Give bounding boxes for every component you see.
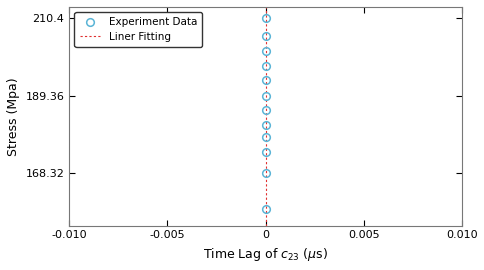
- Experiment Data: [262, 108, 268, 112]
- Liner Fitting: [262, 183, 268, 187]
- Experiment Data: [262, 35, 268, 38]
- Experiment Data: [262, 150, 268, 154]
- Liner Fitting: [262, 24, 268, 27]
- Liner Fitting: [262, 16, 268, 19]
- Experiment Data: [262, 64, 268, 68]
- Experiment Data: [262, 136, 268, 139]
- Liner Fitting: [262, 166, 268, 169]
- Experiment Data: [262, 94, 268, 97]
- Y-axis label: Stress (Mpa): Stress (Mpa): [7, 77, 20, 156]
- Liner Fitting: [262, 5, 268, 9]
- Experiment Data: [262, 49, 268, 53]
- Experiment Data: [262, 207, 268, 211]
- Experiment Data: [262, 123, 268, 126]
- Liner Fitting: [262, 215, 268, 218]
- Experiment Data: [262, 79, 268, 82]
- Experiment Data: [262, 171, 268, 175]
- Liner Fitting: [262, 211, 268, 214]
- Line: Experiment Data: Experiment Data: [261, 15, 269, 213]
- Experiment Data: [262, 17, 268, 20]
- Legend: Experiment Data, Liner Fitting: Experiment Data, Liner Fitting: [74, 12, 202, 47]
- X-axis label: Time Lag of $c_{23}$ ($\mu$s): Time Lag of $c_{23}$ ($\mu$s): [203, 246, 328, 263]
- Liner Fitting: [262, 224, 268, 227]
